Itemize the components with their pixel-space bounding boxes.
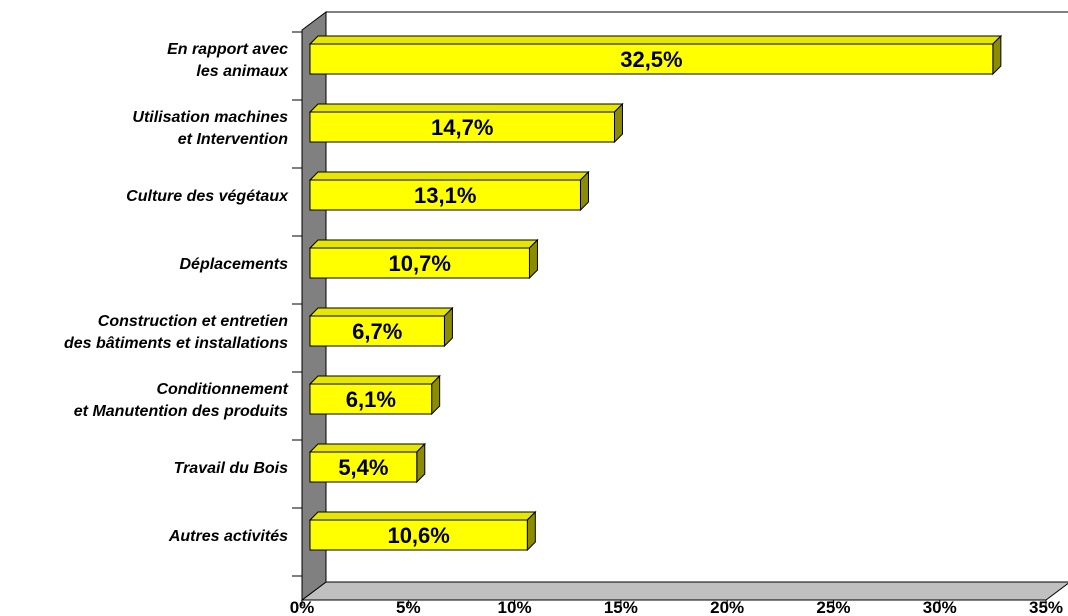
bar: 6,1% xyxy=(308,374,441,416)
bar-top xyxy=(308,511,537,521)
bar-top xyxy=(308,307,454,317)
data-label: 14,7% xyxy=(431,115,493,140)
bar-top xyxy=(308,375,441,385)
bar: 13,1% xyxy=(308,170,590,212)
bar: 14,7% xyxy=(308,102,624,144)
category-label: Culture des végétaux xyxy=(126,188,289,205)
x-axis-ticks: 0% 5% 10% 15% 20% 25% 30% 35% xyxy=(290,598,1063,616)
data-label: 10,6% xyxy=(387,523,449,548)
category-label-line: Travail du Bois xyxy=(174,460,289,477)
category-label-line: Conditionnement xyxy=(156,381,288,398)
category-label-line: Utilisation machines xyxy=(132,109,288,126)
category-label-line: les animaux xyxy=(196,63,289,80)
category-label: Conditionnement et Manutention des produi… xyxy=(74,381,289,420)
category-labels: En rapport avec les animaux Utilisation ma… xyxy=(64,41,289,545)
bar: 10,6% xyxy=(308,510,537,552)
data-label: 13,1% xyxy=(414,183,476,208)
category-label-line: En rapport avec xyxy=(167,41,288,58)
bar-top xyxy=(308,171,590,181)
category-label-line: Construction et entretien xyxy=(98,313,288,330)
category-label-line: et Intervention xyxy=(178,131,288,148)
bar: 5,4% xyxy=(308,442,426,484)
bar-front xyxy=(309,43,994,75)
category-label-line: des bâtiments et installations xyxy=(64,335,288,352)
x-tick-label: 5% xyxy=(396,598,421,616)
category-label-line: Culture des végétaux xyxy=(126,188,289,205)
bar-front xyxy=(309,247,530,279)
x-tick-label: 25% xyxy=(816,598,850,616)
category-label: Construction et entretien des bâtiments e… xyxy=(64,313,288,352)
data-label: 32,5% xyxy=(620,47,682,72)
bar-top xyxy=(308,443,426,453)
bar-top xyxy=(308,103,624,113)
category-label: Autres activités xyxy=(168,528,288,545)
bar-top xyxy=(308,239,539,249)
x-tick-label: 35% xyxy=(1029,598,1063,616)
data-label: 6,1% xyxy=(346,387,396,412)
category-label-line: Déplacements xyxy=(180,256,289,273)
bar-front xyxy=(309,179,581,211)
category-label: Travail du Bois xyxy=(174,460,289,477)
x-tick-label: 15% xyxy=(604,598,638,616)
category-label-line: et Manutention des produits xyxy=(74,403,288,420)
bar-front xyxy=(309,519,528,551)
x-tick-label: 0% xyxy=(290,598,315,616)
category-label: En rapport avec les animaux xyxy=(167,41,289,80)
data-label: 5,4% xyxy=(338,455,388,480)
bar: 6,7% xyxy=(308,306,454,348)
bar-top xyxy=(308,35,1003,45)
x-tick-label: 30% xyxy=(923,598,957,616)
bars-group: 32,5% 14,7% 13,1% 10,7% 6,7% 6,1% 5,4% 10,6% xyxy=(308,34,1003,552)
category-label: Utilisation machines et Intervention xyxy=(132,109,288,148)
category-label: Déplacements xyxy=(180,256,289,273)
data-label: 6,7% xyxy=(352,319,402,344)
bar: 10,7% xyxy=(308,238,539,280)
bar-front xyxy=(309,315,445,347)
x-tick-label: 20% xyxy=(710,598,744,616)
bar: 32,5% xyxy=(308,34,1003,76)
back-wall xyxy=(325,11,1068,583)
x-tick-label: 10% xyxy=(498,598,532,616)
bar-front xyxy=(309,383,433,415)
data-label: 10,7% xyxy=(389,251,451,276)
category-label-line: Autres activités xyxy=(168,528,288,545)
bar-front xyxy=(309,111,615,143)
bar-front xyxy=(309,451,418,483)
